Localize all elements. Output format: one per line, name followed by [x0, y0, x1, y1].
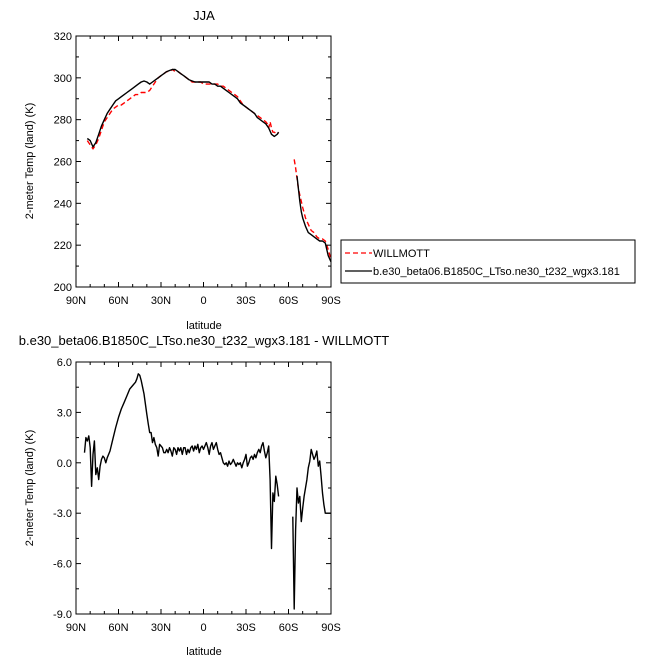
x-axis-label: latitude	[186, 646, 221, 658]
series-line-model	[86, 68, 280, 148]
chart-title: b.e30_beta06.B1850C_LTso.ne30_t232_wgx3.…	[19, 333, 390, 348]
legend-label-model: b.e30_beta06.B1850C_LTso.ne30_t232_wgx3.…	[373, 266, 620, 278]
x-tick-label: 60N	[108, 622, 128, 634]
y-tick-label: 200	[54, 282, 72, 294]
x-tick-label: 60N	[108, 295, 128, 307]
y-axis-label: 2-meter Temp (land) (K)	[24, 430, 36, 547]
legend: WILLMOTT b.e30_beta06.B1850C_LTso.ne30_t…	[340, 239, 636, 284]
x-tick-label: 30S	[236, 295, 256, 307]
chart-title: JJA	[193, 8, 215, 23]
y-tick-label: -9.0	[53, 609, 72, 621]
x-tick-label: 30N	[151, 622, 171, 634]
y-tick-label: 3.0	[57, 407, 72, 419]
y-tick-label: 300	[54, 73, 72, 85]
temperature-panel: JJA 2-meter Temp (land) (K) latitude 90N…	[24, 8, 636, 332]
x-tick-label: 0	[200, 622, 206, 634]
legend-box	[340, 239, 636, 284]
x-tick-label: 0	[200, 295, 206, 307]
x-tick-label: 90S	[321, 622, 341, 634]
y-tick-label: -6.0	[53, 559, 72, 571]
y-tick-label: 0.0	[57, 458, 72, 470]
x-tick-label: 30N	[151, 295, 171, 307]
y-tick-label: 260	[54, 157, 72, 169]
x-tick-label: 90S	[321, 295, 341, 307]
y-axis-label: 2-meter Temp (land) (K)	[24, 103, 36, 220]
legend-label-willmott: WILLMOTT	[373, 248, 430, 260]
x-tick-label: 60S	[279, 295, 299, 307]
x-tick-label: 90N	[66, 622, 86, 634]
difference-panel: b.e30_beta06.B1850C_LTso.ne30_t232_wgx3.…	[19, 333, 390, 658]
x-tick-label: 30S	[236, 622, 256, 634]
y-tick-label: 320	[54, 31, 72, 43]
y-tick-label: 240	[54, 198, 72, 210]
plot-frame	[75, 35, 332, 288]
y-tick-label: -3.0	[53, 508, 72, 520]
series-line-difference	[83, 373, 280, 550]
plot-frame	[75, 361, 332, 615]
x-tick-label: 90N	[66, 295, 86, 307]
y-tick-label: 280	[54, 115, 72, 127]
series-line-model	[296, 176, 332, 263]
y-tick-label: 220	[54, 240, 72, 252]
x-axis-label: latitude	[186, 320, 221, 332]
y-tick-label: 6.0	[57, 357, 72, 369]
x-tick-label: 60S	[279, 622, 299, 634]
series-line-difference	[292, 448, 331, 610]
